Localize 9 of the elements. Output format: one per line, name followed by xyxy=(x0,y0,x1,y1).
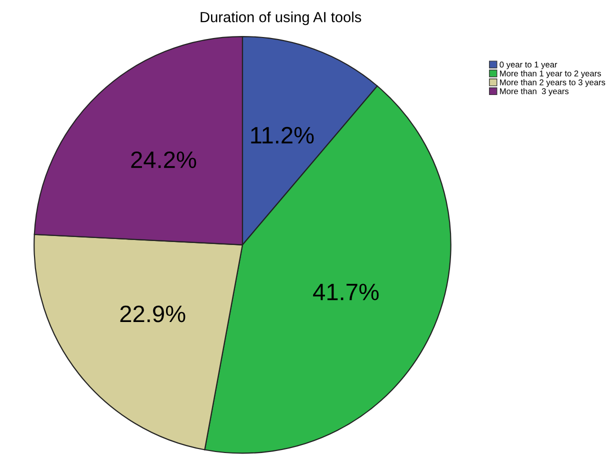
chart-title: Duration of using AI tools xyxy=(200,12,362,26)
legend-label: 0 year to 1 year xyxy=(500,62,558,70)
legend-label: More than 2 years to 3 years xyxy=(500,79,606,87)
data-label: 22.9% xyxy=(120,306,186,322)
legend-label: More than 1 year to 2 years xyxy=(500,70,601,78)
legend-label: More than 3 years xyxy=(500,88,569,96)
data-label: 24.2% xyxy=(131,151,196,168)
data-label: 11.2% xyxy=(251,126,314,144)
data-label: 41.7% xyxy=(313,284,379,300)
